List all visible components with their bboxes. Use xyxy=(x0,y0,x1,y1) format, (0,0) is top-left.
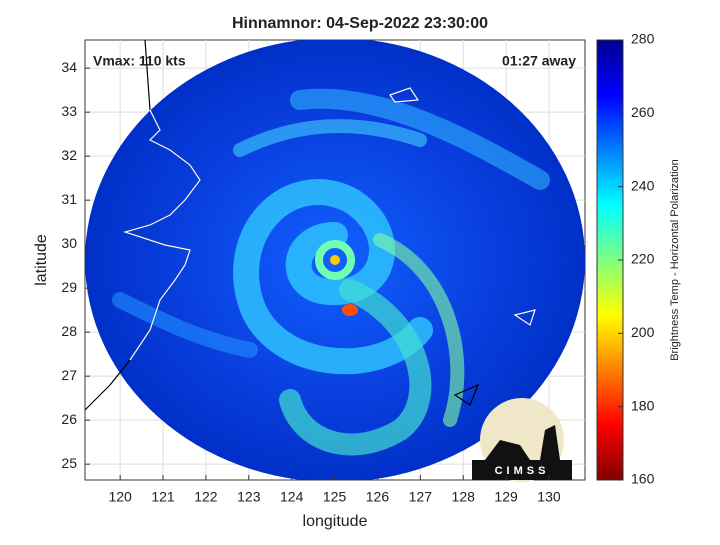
colorbar-tick-label: 200 xyxy=(631,324,655,340)
x-axis-label: longitude xyxy=(303,513,368,530)
y-tick-label: 31 xyxy=(61,191,77,207)
annotation: Vmax: 110 kts xyxy=(93,53,186,69)
y-tick-label: 33 xyxy=(61,103,77,119)
colorbar-tick-label: 180 xyxy=(631,397,655,413)
y-tick-label: 29 xyxy=(61,279,77,295)
x-tick-label: 127 xyxy=(409,489,433,505)
rain-bands xyxy=(112,88,550,456)
annotation: 01:27 away xyxy=(502,53,576,69)
eye xyxy=(330,255,340,265)
x-tick-label: 122 xyxy=(194,489,218,505)
colorbar-tick-label: 160 xyxy=(631,471,655,487)
x-tick-label: 129 xyxy=(494,489,518,505)
y-tick-label: 34 xyxy=(61,59,77,75)
x-tick-label: 123 xyxy=(237,489,261,505)
y-tick-label: 25 xyxy=(61,455,77,471)
x-tick-label: 128 xyxy=(452,489,476,505)
x-tick-label: 121 xyxy=(151,489,175,505)
logo: CIMSS xyxy=(472,398,572,482)
swath xyxy=(85,40,585,480)
coastline-over-swath xyxy=(122,87,536,361)
x-tick-label: 130 xyxy=(537,489,561,505)
x-tick-label: 126 xyxy=(366,489,390,505)
colorbar-tick-label: 280 xyxy=(631,31,655,47)
y-tick-label: 28 xyxy=(61,323,77,339)
y-tick-label: 26 xyxy=(61,411,77,427)
y-axis-label: latitude xyxy=(33,234,50,286)
x-tick-label: 124 xyxy=(280,489,304,505)
colorbar-label: Brightness Temp - Horizontal Polarizatio… xyxy=(669,159,681,361)
logo-text: CIMSS xyxy=(495,465,550,477)
cold-cloud xyxy=(342,304,358,316)
colorbar-tick-label: 240 xyxy=(631,177,655,193)
x-tick-label: 120 xyxy=(108,489,132,505)
colorbar-tick-label: 220 xyxy=(631,251,655,267)
y-tick-label: 32 xyxy=(61,147,77,163)
y-tick-label: 30 xyxy=(61,235,77,251)
x-tick-label: 125 xyxy=(323,489,347,505)
y-tick-label: 27 xyxy=(61,367,77,383)
chart-title: Hinnamnor: 04-Sep-2022 23:30:00 xyxy=(232,15,488,32)
colorbar-tick-label: 260 xyxy=(631,104,655,120)
